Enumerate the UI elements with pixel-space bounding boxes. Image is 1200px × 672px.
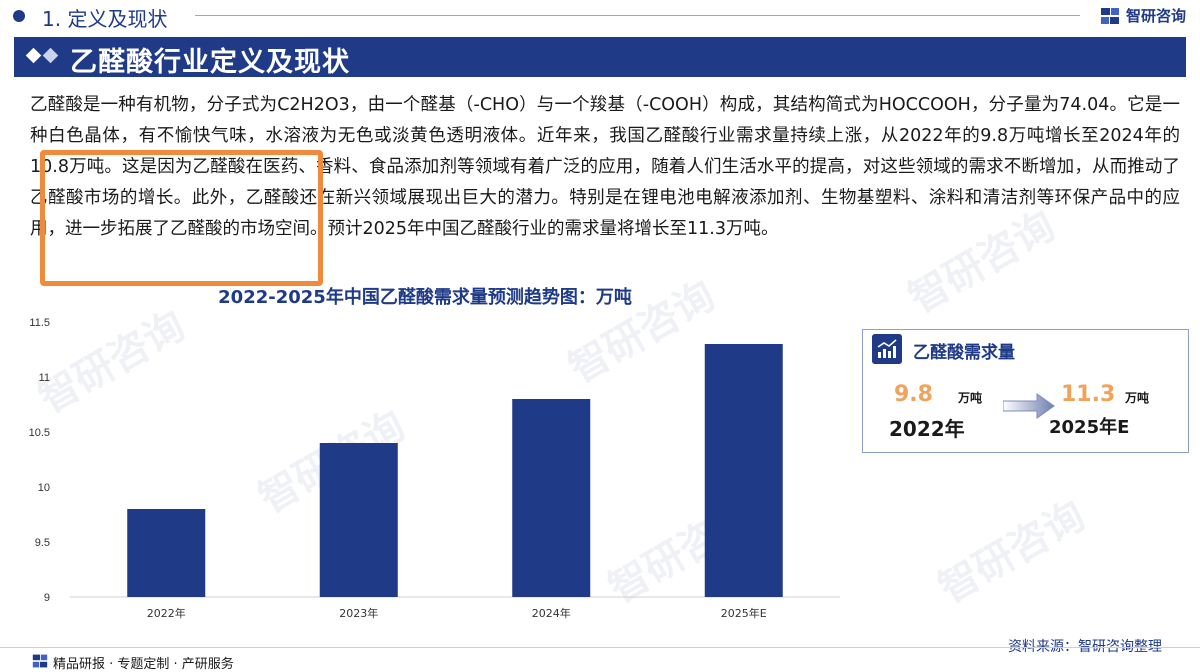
- y-tick-label: 9: [44, 592, 50, 604]
- arrow-right-icon: [1003, 393, 1055, 419]
- kpi-end-year: 2025年E: [1049, 417, 1130, 438]
- section-title: 1. 定义及现状: [42, 7, 168, 31]
- x-tick-label: 2022年: [147, 606, 186, 620]
- kpi-end-value: 11.3: [1061, 382, 1116, 407]
- brand-logo: 智研咨询: [1100, 5, 1186, 26]
- chart-trend-icon: [872, 334, 902, 364]
- page-title: 乙醛酸行业定义及现状: [70, 47, 350, 78]
- bottom-bar: 精品研报 · 专题定制 · 产研服务: [0, 647, 1200, 672]
- diamond-icon: [25, 47, 42, 64]
- watermark: 智研咨询: [931, 492, 1093, 613]
- divider: [0, 647, 1200, 648]
- x-tick-label: 2023年: [339, 606, 378, 620]
- kpi-header: 乙醛酸需求量: [863, 330, 1188, 367]
- brand-name: 智研咨询: [1126, 7, 1187, 25]
- y-tick-label: 11.5: [29, 317, 50, 329]
- logo-icon: [32, 654, 48, 668]
- chart-title: 2022-2025年中国乙醛酸需求量预测趋势图：万吨: [218, 287, 632, 308]
- x-tick-label: 2024年: [532, 606, 571, 620]
- highlight-box: [40, 150, 323, 286]
- title-bar: 乙醛酸行业定义及现状: [14, 37, 1186, 78]
- bar-chart: 9 9.5 10 10.5 11 11.5 2022年 2023年 2024年 2025年E: [29, 317, 840, 620]
- y-tick-label: 10: [38, 482, 50, 494]
- kpi-title: 乙醛酸需求量: [913, 343, 1015, 363]
- divider: [195, 15, 1080, 16]
- body-paragraph: 乙醛酸是一种有机物，分子式为C2H2O3，由一个醛基（-CHO）与一个羧基（-C…: [30, 95, 1180, 239]
- bullet-dot-icon: [13, 10, 25, 22]
- top-bar: 1. 定义及现状 智研咨询: [0, 0, 1200, 34]
- logo-icon: [1101, 7, 1119, 24]
- kpi-start-unit: 万吨: [958, 391, 983, 405]
- footer-tagline: 精品研报 · 专题定制 · 产研服务: [53, 657, 234, 672]
- diamond-icon: [42, 47, 59, 64]
- bar-1: [319, 443, 398, 597]
- x-tick-label: 2025年E: [721, 606, 767, 620]
- bar-0: [127, 509, 206, 597]
- bar-3: [704, 344, 783, 597]
- kpi-end-unit: 万吨: [1125, 391, 1150, 405]
- y-tick-label: 10.5: [29, 427, 50, 439]
- kpi-card: 乙醛酸需求量 9.8 万吨 2022年 11.3 万吨 2025年E: [862, 329, 1189, 453]
- y-tick-label: 11: [39, 372, 50, 384]
- kpi-start-year: 2022年: [889, 417, 965, 441]
- kpi-start-value: 9.8: [894, 382, 933, 407]
- y-tick-label: 9.5: [35, 537, 50, 549]
- bar-2: [512, 399, 591, 597]
